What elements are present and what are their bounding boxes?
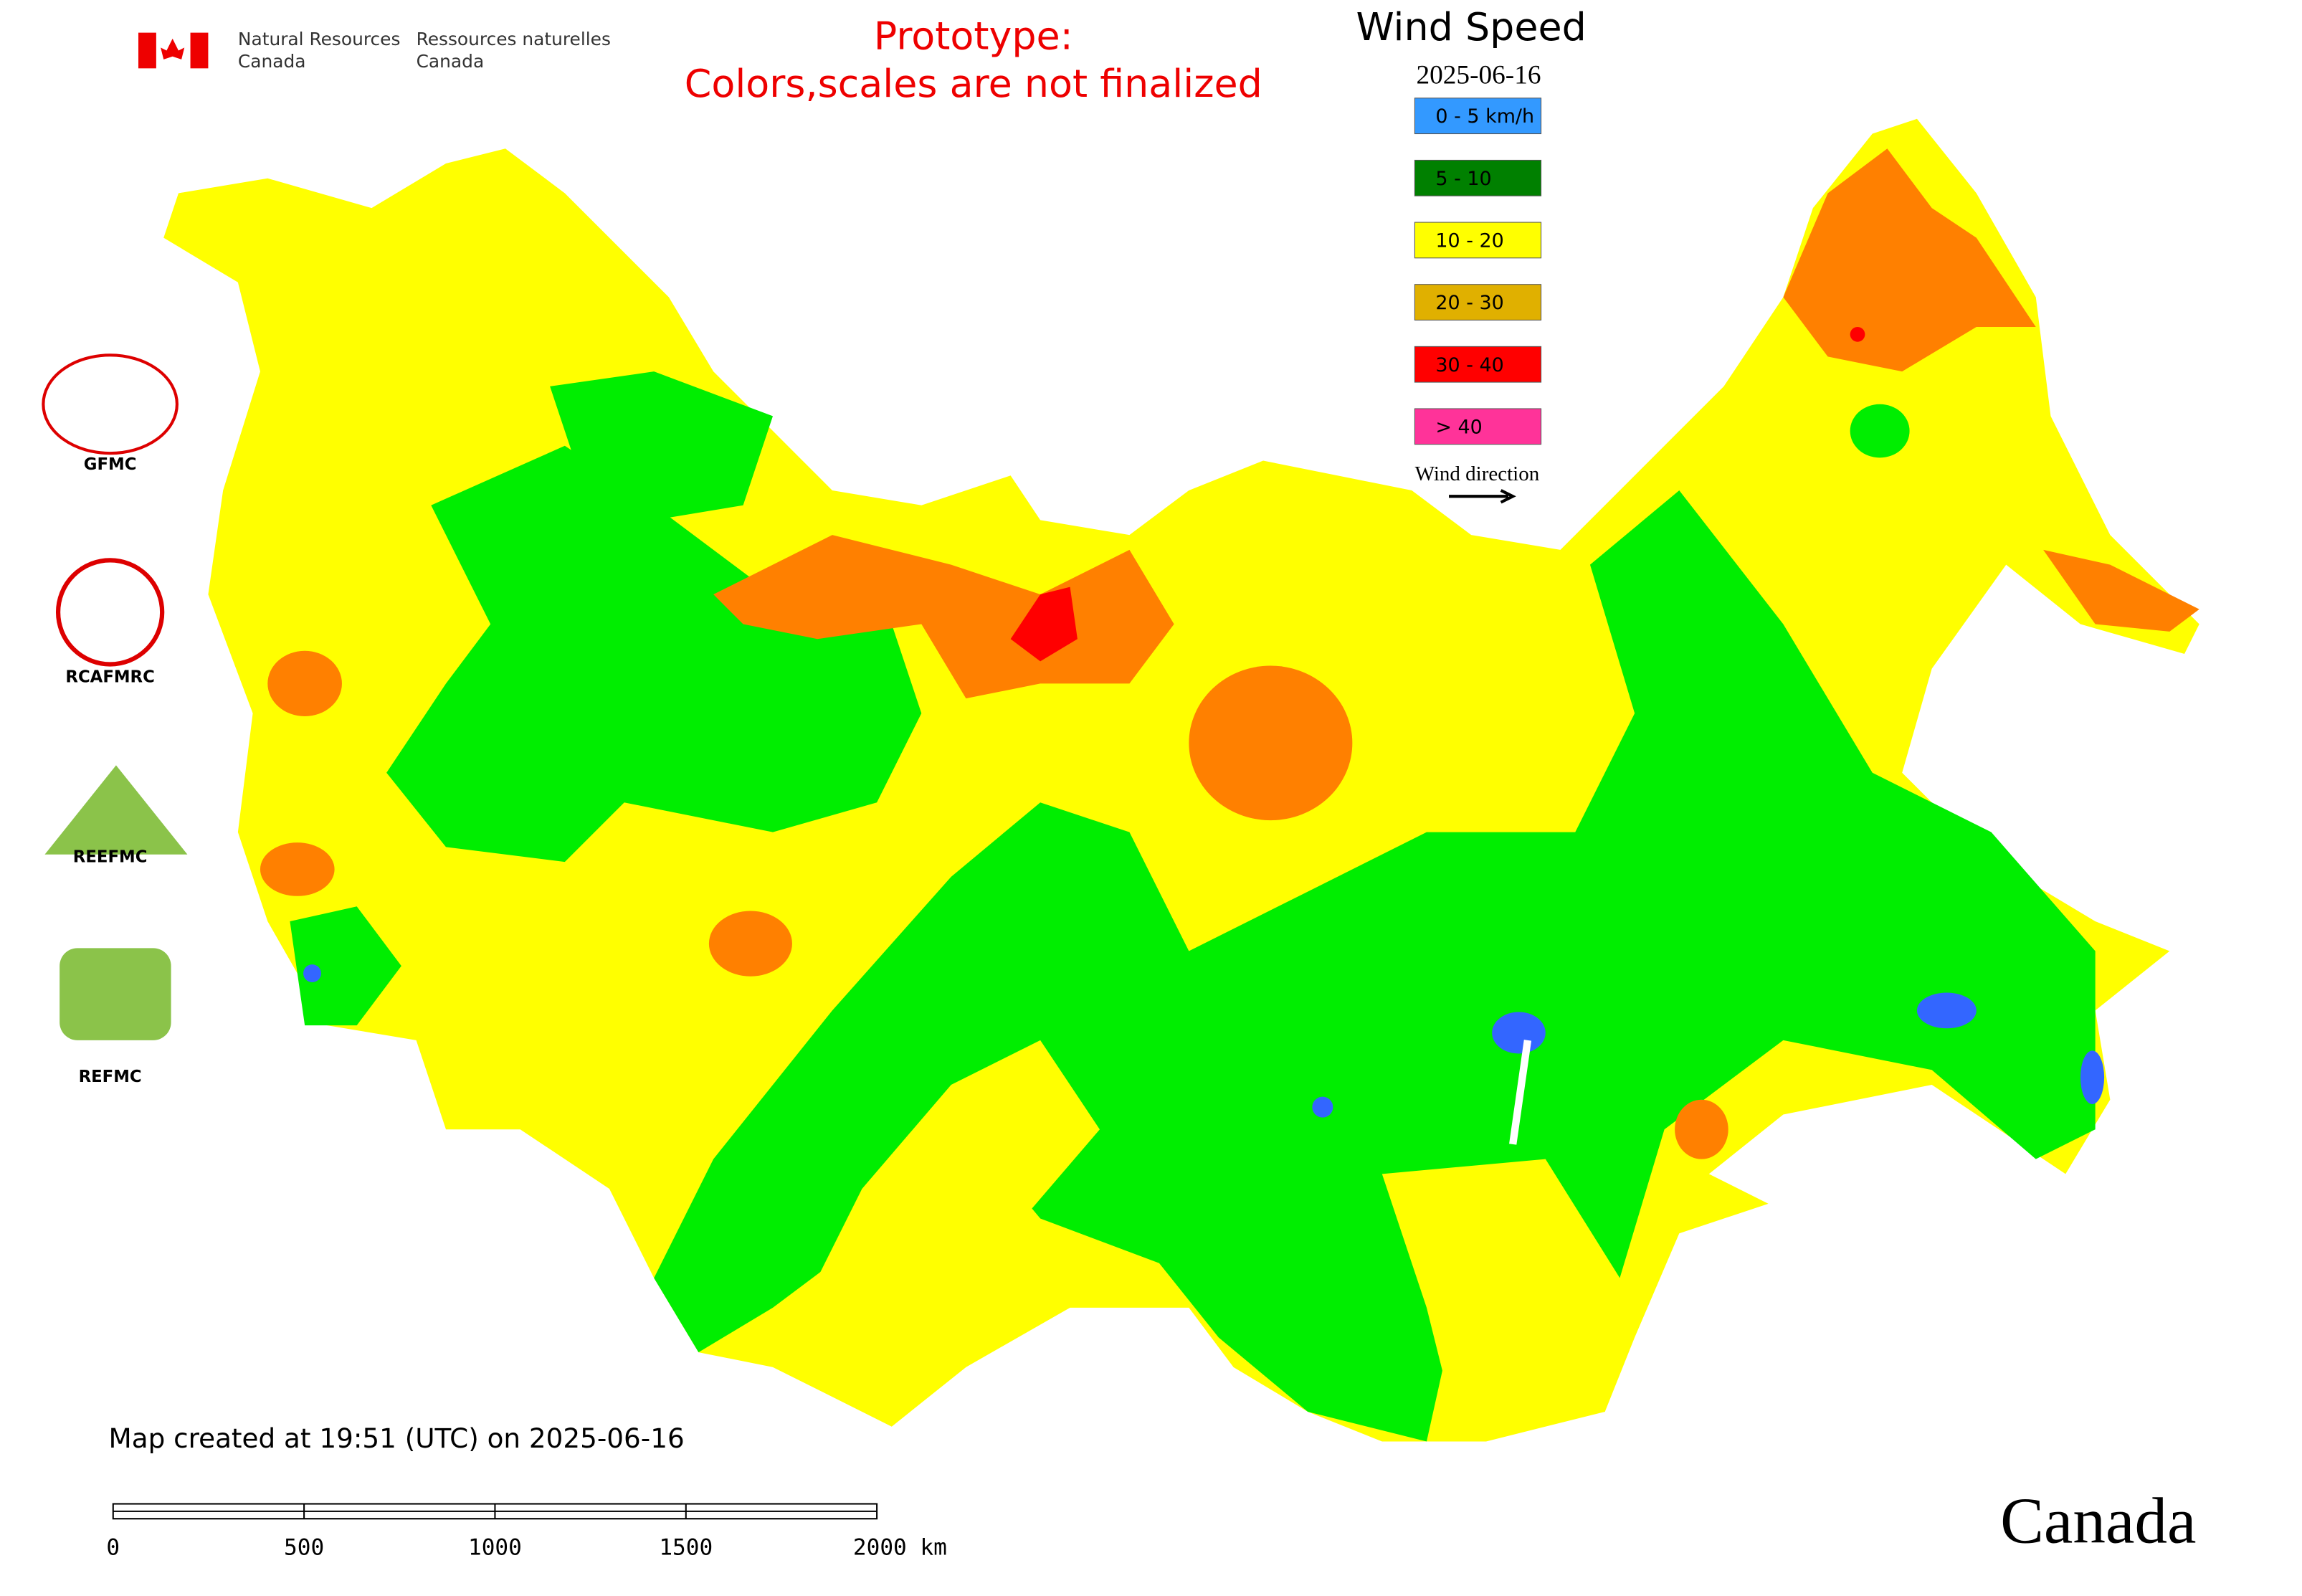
zone-green (1850, 404, 1910, 458)
legend-swatch (1414, 98, 1542, 135)
flag-band (138, 32, 156, 69)
zone-orange (713, 535, 1174, 699)
legend-label: 5 - 10 (1435, 168, 1491, 190)
zone-orange (267, 650, 342, 717)
direction-arrow (1449, 489, 1516, 504)
zone-red (1010, 586, 1078, 662)
logo-label: REEFMC (73, 847, 148, 866)
logo-emblem (44, 765, 188, 855)
scale-label: 0 (106, 1535, 120, 1561)
legend-swatch (1414, 284, 1542, 320)
zone-green (386, 445, 922, 863)
logo-emblem (60, 948, 171, 1040)
legend-swatch (1414, 408, 1542, 445)
zone-green (654, 490, 2096, 1442)
logo-label: REFMC (79, 1068, 142, 1086)
wordmark: Canada (2000, 1485, 2196, 1557)
scale-label: 500 (284, 1535, 324, 1561)
logos: GFMC RCAFMRC REEFMC REFMC (42, 353, 188, 1086)
zone-yellow (1381, 1159, 1620, 1427)
zone-blue (2080, 1050, 2105, 1104)
notice: Prototype: (874, 14, 1073, 59)
legend-label: 20 - 30 (1435, 292, 1503, 314)
zone-orange (1783, 148, 2036, 372)
legend-label: 0 - 5 km/h (1435, 105, 1534, 128)
zone-yellow (802, 1040, 1100, 1323)
logo-label: GFMC (84, 455, 137, 474)
header: Natural Resources Canada Ressources natu… (138, 14, 1262, 106)
map (163, 118, 2199, 1442)
notice: Colors,scales are not finalized (685, 61, 1262, 106)
scale-label: 1500 (659, 1535, 713, 1561)
zone-red (1850, 326, 1865, 342)
zone-blue (1492, 1012, 1546, 1054)
zone-orange (260, 842, 335, 896)
zone-orange (1675, 1099, 1728, 1159)
lake (1509, 1040, 1532, 1145)
zone-blue (303, 964, 321, 983)
legend-label: 10 - 20 (1435, 230, 1503, 252)
legend-label: 30 - 40 (1435, 354, 1503, 376)
legend-swatch (1414, 159, 1542, 196)
legend-title: Wind Speed (1356, 4, 1586, 49)
logo-emblem (55, 558, 165, 667)
zone-blue (1312, 1096, 1333, 1118)
agency-en: Natural Resources (238, 29, 401, 49)
legend-label: > 40 (1435, 416, 1482, 438)
legend: Wind Speed 2025-06-16 Wind direction 0 -… (1356, 4, 1587, 504)
agency-en: Canada (238, 51, 306, 72)
agency-fr: Ressources naturelles (417, 29, 611, 49)
logo-emblem (42, 353, 179, 455)
legend-swatch (1414, 222, 1542, 259)
logo-label: RCAFMRC (65, 668, 154, 687)
flag-band (190, 32, 209, 69)
legend-swatch (1414, 346, 1542, 383)
created-note: Map created at 19:51 (UTC) on 2025-06-16 (109, 1422, 685, 1454)
zone-orange (1189, 665, 1353, 821)
direction-label: Wind direction (1415, 462, 1540, 485)
zone-orange (2043, 549, 2199, 632)
legend-date: 2025-06-16 (1416, 60, 1541, 90)
maple-leaf (161, 38, 185, 60)
scale-label: 1000 (468, 1535, 522, 1561)
footer: Map created at 19:51 (UTC) on 2025-06-16… (106, 1422, 2196, 1561)
zone-blue (1916, 992, 1977, 1029)
scale-label: 2000 km (853, 1535, 947, 1561)
agency-fr: Canada (417, 51, 485, 72)
zone-orange (708, 911, 792, 977)
zone-green (550, 371, 774, 521)
zone-green (290, 906, 401, 1026)
